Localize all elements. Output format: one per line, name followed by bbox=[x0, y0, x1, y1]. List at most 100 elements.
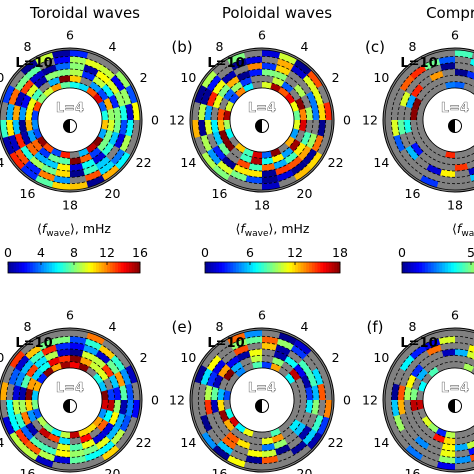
wave-cell bbox=[289, 88, 301, 101]
wave-cell bbox=[218, 97, 229, 111]
wave-cell bbox=[445, 81, 455, 90]
mlt-tick-label: 16 bbox=[212, 466, 228, 474]
colorbar-swatch bbox=[118, 262, 122, 273]
wave-cell bbox=[435, 82, 447, 93]
wave-cell bbox=[248, 443, 262, 451]
panel-title: Toroidal waves bbox=[29, 4, 140, 22]
wave-cell bbox=[464, 76, 474, 87]
wave-cell bbox=[206, 428, 222, 446]
wave-cell bbox=[106, 425, 120, 441]
l-shell-ring bbox=[12, 342, 128, 458]
colorbar-swatch bbox=[258, 262, 262, 273]
wave-cell bbox=[295, 409, 306, 423]
l-label-inner: L=4 bbox=[441, 101, 469, 116]
wave-cell bbox=[9, 350, 25, 369]
colorbar-swatch bbox=[306, 262, 310, 273]
wave-cell bbox=[20, 165, 39, 181]
wave-cell bbox=[410, 142, 424, 157]
wave-cell bbox=[56, 69, 70, 77]
wave-cell bbox=[221, 70, 237, 84]
mlt-tick-label: 16 bbox=[20, 466, 36, 474]
wave-cell bbox=[115, 70, 131, 89]
colorbar-swatch bbox=[224, 262, 228, 273]
colorbar-swatch bbox=[244, 262, 248, 273]
wave-cell bbox=[60, 150, 70, 159]
wave-cell bbox=[416, 400, 425, 410]
wave-cell bbox=[399, 354, 415, 372]
wave-cell bbox=[115, 151, 131, 170]
wave-cell bbox=[293, 83, 307, 98]
mlt-tick-label: 0 bbox=[151, 393, 159, 408]
wave-cell bbox=[273, 438, 288, 450]
wave-cell bbox=[317, 416, 330, 435]
wave-cell bbox=[24, 64, 42, 80]
wave-cell bbox=[125, 400, 134, 417]
wave-cell bbox=[100, 400, 109, 410]
colorbar-swatch bbox=[131, 262, 135, 273]
colorbar-swatch bbox=[402, 262, 406, 273]
colorbar-swatch bbox=[272, 262, 276, 273]
wave-cell bbox=[405, 445, 424, 461]
wave-cell bbox=[262, 336, 279, 345]
wave-cell bbox=[417, 128, 428, 140]
wave-cell bbox=[293, 363, 307, 378]
wave-cell bbox=[70, 349, 84, 357]
wave-cell bbox=[24, 344, 42, 360]
wave-cell bbox=[271, 433, 285, 444]
wave-cell bbox=[290, 440, 308, 456]
wave-cell bbox=[317, 365, 330, 384]
wave-cell bbox=[245, 175, 262, 184]
mlt-tick-label: 0 bbox=[151, 113, 159, 128]
colorbar-swatch bbox=[453, 262, 458, 273]
wave-cell bbox=[56, 163, 70, 171]
wave-cell bbox=[236, 158, 251, 170]
wave-cell bbox=[421, 416, 433, 428]
colorbar-swatch bbox=[120, 262, 124, 273]
wave-cell bbox=[427, 86, 439, 98]
wave-cell bbox=[32, 408, 43, 420]
wave-cell bbox=[270, 82, 282, 93]
earth-night-icon bbox=[63, 399, 70, 413]
colorbar-swatch bbox=[425, 262, 429, 273]
wave-cell bbox=[86, 455, 105, 468]
mlt-tick-label: 20 bbox=[297, 466, 313, 474]
wave-cell bbox=[299, 120, 307, 132]
colorbar-label: ⟨fwave⟩ bbox=[452, 221, 474, 239]
earth-night-icon bbox=[448, 399, 455, 413]
mlt-tick-label: 14 bbox=[0, 435, 4, 450]
wave-cell bbox=[411, 377, 422, 391]
wave-cell bbox=[103, 409, 114, 423]
wave-cell bbox=[212, 79, 226, 95]
wave-cell bbox=[284, 92, 296, 104]
wave-cell bbox=[20, 339, 39, 355]
wave-cell bbox=[228, 136, 240, 148]
wave-cell bbox=[12, 400, 21, 415]
wave-cell bbox=[455, 361, 465, 370]
wave-cell bbox=[79, 76, 93, 87]
wave-cell bbox=[287, 350, 303, 364]
mlt-tick-label: 12 bbox=[169, 113, 185, 128]
wave-cell bbox=[79, 433, 93, 444]
wave-cell bbox=[281, 81, 294, 93]
wave-cell bbox=[33, 431, 48, 445]
colorbar-tick-label: 16 bbox=[132, 245, 148, 260]
wave-cell bbox=[212, 339, 231, 355]
wave-cell bbox=[410, 108, 418, 120]
mlt-tick-label: 6 bbox=[66, 28, 74, 43]
wave-cell bbox=[292, 110, 301, 120]
l-shell-ring bbox=[204, 62, 320, 178]
wave-cell bbox=[101, 422, 115, 437]
wave-cell bbox=[31, 139, 43, 152]
wave-cell bbox=[107, 388, 115, 400]
wave-cell bbox=[31, 88, 43, 101]
wave-cell bbox=[270, 427, 282, 438]
mlt-tick-label: 8 bbox=[216, 39, 224, 54]
wave-cell bbox=[443, 157, 455, 165]
wave-cell bbox=[70, 69, 84, 77]
colorbar-swatch bbox=[416, 262, 420, 273]
wave-cell bbox=[233, 444, 249, 456]
wave-cell bbox=[84, 169, 102, 182]
wave-cell bbox=[435, 147, 447, 158]
wave-cell bbox=[2, 365, 15, 384]
wave-cell bbox=[29, 70, 45, 84]
